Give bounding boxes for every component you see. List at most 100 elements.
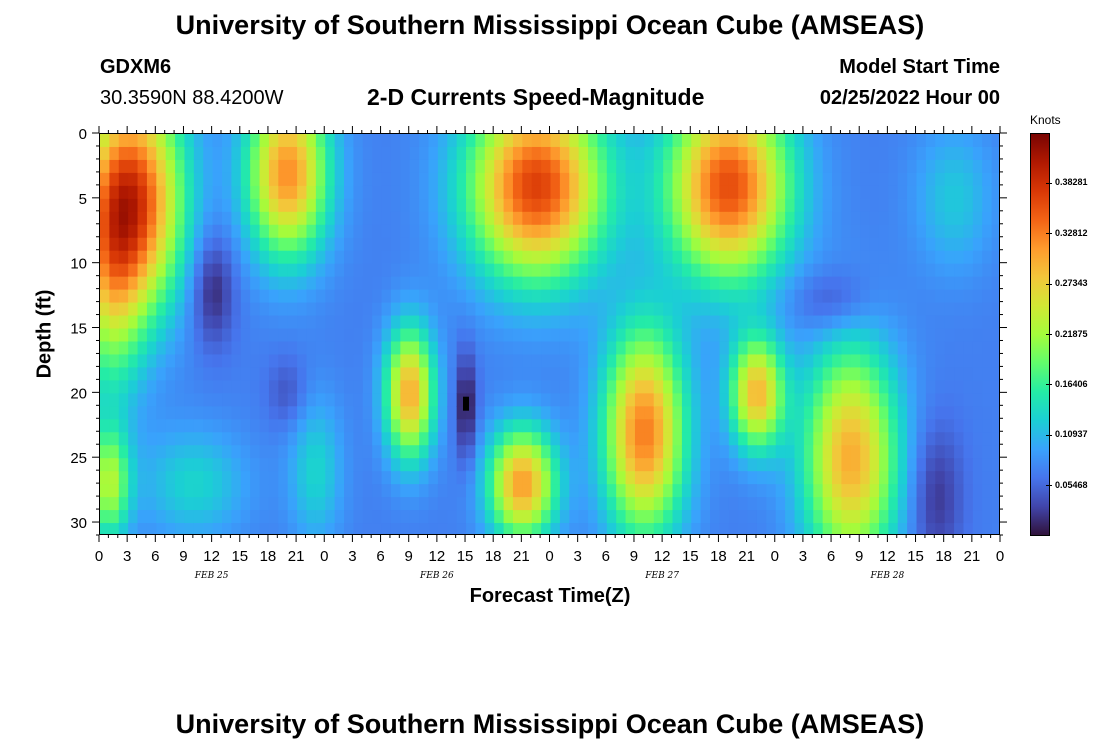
heatmap-cell bbox=[137, 276, 148, 291]
heatmap-cell bbox=[616, 367, 627, 381]
heatmap-cell bbox=[400, 523, 411, 534]
heatmap-cell bbox=[118, 341, 129, 356]
heatmap-cell bbox=[569, 263, 580, 278]
heatmap-cell bbox=[306, 484, 317, 498]
heatmap-cell bbox=[531, 380, 542, 394]
heatmap-cell bbox=[588, 302, 599, 317]
heatmap-cell bbox=[691, 315, 702, 330]
heatmap-cell bbox=[400, 315, 411, 330]
heatmap-cell bbox=[109, 159, 120, 174]
heatmap-cell bbox=[494, 445, 505, 459]
heatmap-cell bbox=[334, 263, 345, 278]
heatmap-cell bbox=[944, 445, 955, 459]
heatmap-cell bbox=[653, 211, 664, 226]
heatmap-cell bbox=[212, 211, 223, 226]
heatmap-cell bbox=[653, 341, 664, 356]
heatmap-cell bbox=[663, 380, 674, 394]
heatmap-cell bbox=[747, 406, 758, 420]
heatmap-cell bbox=[419, 250, 430, 265]
heatmap-cell bbox=[175, 458, 186, 472]
heatmap-cell bbox=[531, 198, 542, 213]
heatmap-cell bbox=[672, 380, 683, 394]
heatmap-cell bbox=[231, 419, 242, 433]
heatmap-cell bbox=[606, 523, 617, 534]
heatmap-cell bbox=[118, 211, 129, 226]
heatmap-cell bbox=[409, 380, 420, 394]
heatmap-cell bbox=[634, 250, 645, 265]
heatmap-cell bbox=[869, 445, 880, 459]
heatmap-cell bbox=[297, 367, 308, 381]
heatmap-cell bbox=[250, 393, 261, 407]
heatmap-cell bbox=[494, 276, 505, 291]
heatmap-cell bbox=[222, 367, 232, 381]
heatmap-cell bbox=[381, 134, 392, 148]
heatmap-cell bbox=[400, 172, 411, 187]
heatmap-cell bbox=[315, 432, 326, 446]
heatmap-cell bbox=[165, 419, 176, 433]
heatmap-cell bbox=[860, 419, 871, 433]
heatmap-cell bbox=[118, 276, 129, 291]
heatmap-cell bbox=[240, 419, 251, 433]
heatmap-cell bbox=[710, 185, 721, 200]
heatmap-cell bbox=[644, 354, 655, 369]
heatmap-cell bbox=[663, 302, 674, 317]
heatmap-cell bbox=[315, 224, 326, 239]
heatmap-cell bbox=[860, 432, 871, 446]
heatmap-cell bbox=[634, 445, 645, 459]
heatmap-cell bbox=[878, 406, 889, 420]
heatmap-cell bbox=[494, 497, 505, 511]
heatmap-cell bbox=[437, 211, 448, 226]
heatmap-cell bbox=[184, 211, 195, 226]
heatmap-cell bbox=[240, 263, 251, 278]
heatmap-cell bbox=[428, 224, 439, 239]
heatmap-cell bbox=[522, 406, 533, 420]
heatmap-cell bbox=[672, 302, 683, 317]
heatmap-cell bbox=[747, 484, 758, 498]
heatmap-cell bbox=[287, 224, 298, 239]
heatmap-cell bbox=[625, 523, 636, 534]
heatmap-cell bbox=[381, 341, 392, 356]
heatmap-cell bbox=[344, 510, 355, 524]
heatmap-cell bbox=[165, 224, 176, 239]
heatmap-cell bbox=[606, 172, 617, 187]
heatmap-cell bbox=[653, 406, 664, 420]
heatmap-cell bbox=[785, 146, 796, 161]
heatmap-cell bbox=[250, 458, 261, 472]
heatmap-cell bbox=[222, 289, 232, 304]
heatmap-cell bbox=[531, 393, 542, 407]
heatmap-cell bbox=[344, 237, 355, 252]
heatmap-cell bbox=[522, 341, 533, 356]
heatmap-cell bbox=[203, 497, 214, 511]
heatmap-cell bbox=[541, 302, 552, 317]
heatmap-cell bbox=[259, 185, 270, 200]
heatmap-cell bbox=[268, 289, 279, 304]
heatmap-cell bbox=[109, 471, 120, 485]
heatmap-cell bbox=[344, 198, 355, 213]
heatmap-cell bbox=[963, 523, 974, 534]
heatmap-cell bbox=[522, 198, 533, 213]
heatmap-cell bbox=[578, 406, 589, 420]
heatmap-cell bbox=[822, 289, 833, 304]
heatmap-cell bbox=[447, 185, 458, 200]
heatmap-cell bbox=[175, 523, 186, 534]
heatmap-cell bbox=[165, 393, 176, 407]
heatmap-cell bbox=[832, 289, 843, 304]
heatmap-cell bbox=[803, 134, 814, 148]
heatmap-cell bbox=[541, 510, 552, 524]
heatmap-cell bbox=[813, 523, 824, 534]
heatmap-cell bbox=[203, 523, 214, 534]
heatmap-cell bbox=[606, 510, 617, 524]
heatmap-cell bbox=[231, 146, 242, 161]
heatmap-cell bbox=[222, 250, 232, 265]
heatmap-cell bbox=[315, 302, 326, 317]
heatmap-cell bbox=[334, 224, 345, 239]
heatmap-cell bbox=[756, 380, 767, 394]
heatmap-cell bbox=[128, 367, 139, 381]
heatmap-cell bbox=[559, 354, 570, 369]
heatmap-cell bbox=[297, 159, 308, 174]
heatmap-cell bbox=[484, 224, 495, 239]
heatmap-cell bbox=[550, 523, 561, 534]
heatmap-cell bbox=[222, 497, 232, 511]
heatmap-cell bbox=[522, 484, 533, 498]
heatmap-cell bbox=[578, 185, 589, 200]
